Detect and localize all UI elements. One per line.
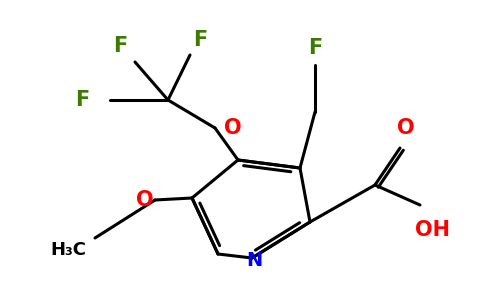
Text: F: F (308, 38, 322, 58)
Text: F: F (75, 90, 89, 110)
Text: O: O (397, 118, 415, 138)
Text: O: O (224, 118, 242, 138)
Text: N: N (246, 251, 262, 271)
Text: OH: OH (414, 220, 450, 240)
Text: F: F (193, 30, 207, 50)
Text: O: O (136, 190, 154, 210)
Text: H₃C: H₃C (50, 241, 86, 259)
Text: F: F (113, 36, 127, 56)
